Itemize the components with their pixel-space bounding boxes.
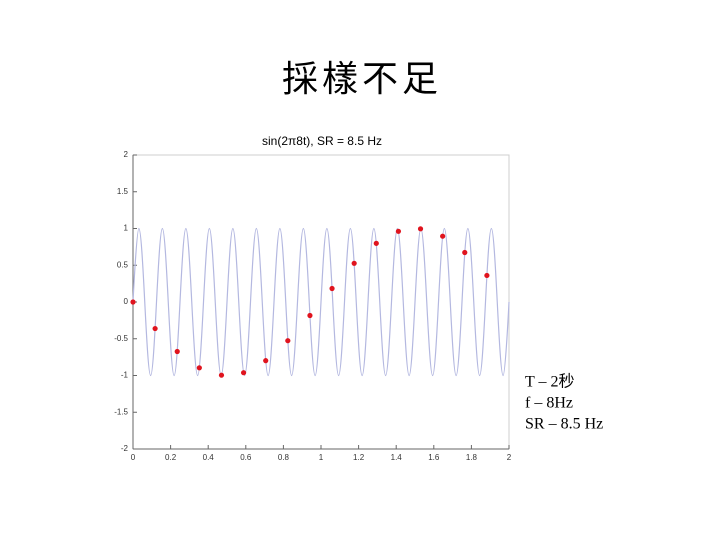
sample-point [395,228,402,234]
x-tick-label: 1.4 [391,453,403,462]
y-tick-label: 1.5 [117,187,129,196]
y-tick-label: 2 [124,150,129,159]
sample-point [373,240,379,246]
sample-point [240,370,247,376]
sample-point [218,372,225,378]
x-tick-label: 1.8 [466,453,478,462]
sample-point [174,348,180,355]
sample-point [307,312,313,319]
sample-point [462,249,468,256]
slide-title: 採樣不足 [282,59,442,100]
sample-point [351,260,357,266]
sample-point [440,233,446,239]
x-tick-label: 0.4 [203,453,215,462]
sample-point [417,226,424,232]
sample-point [484,272,490,279]
signal-curve [132,227,510,377]
sample-point [285,338,291,344]
y-tick-label: -2 [121,444,129,453]
sample-point [130,299,136,305]
x-tick-label: 1.2 [353,453,365,462]
note-line: T – 2秒 [525,373,575,391]
sample-point [329,285,335,292]
sample-point [196,365,202,371]
chart-title: sin(2π8t), SR = 8.5 Hz [262,134,382,148]
y-tick-label: -0.5 [114,334,128,343]
x-tick-label: 0.8 [278,453,290,462]
note-line: f – 8Hz [525,395,573,412]
x-tick-label: 0.2 [165,453,177,462]
x-tick-label: 1.6 [428,453,440,462]
y-tick-label: -1.5 [114,407,128,416]
x-tick-label: 2 [507,453,512,462]
x-tick-label: 0 [131,453,136,462]
sample-point [263,358,269,364]
y-tick-label: 1 [124,224,129,233]
y-tick-label: 0.5 [117,260,129,269]
sample-point [152,325,158,332]
note-line: SR – 8.5 Hz [525,416,603,433]
y-tick-label: 0 [124,297,129,306]
x-tick-label: 1 [319,453,324,462]
y-tick-label: -1 [121,371,129,380]
x-tick-label: 0.6 [240,453,252,462]
